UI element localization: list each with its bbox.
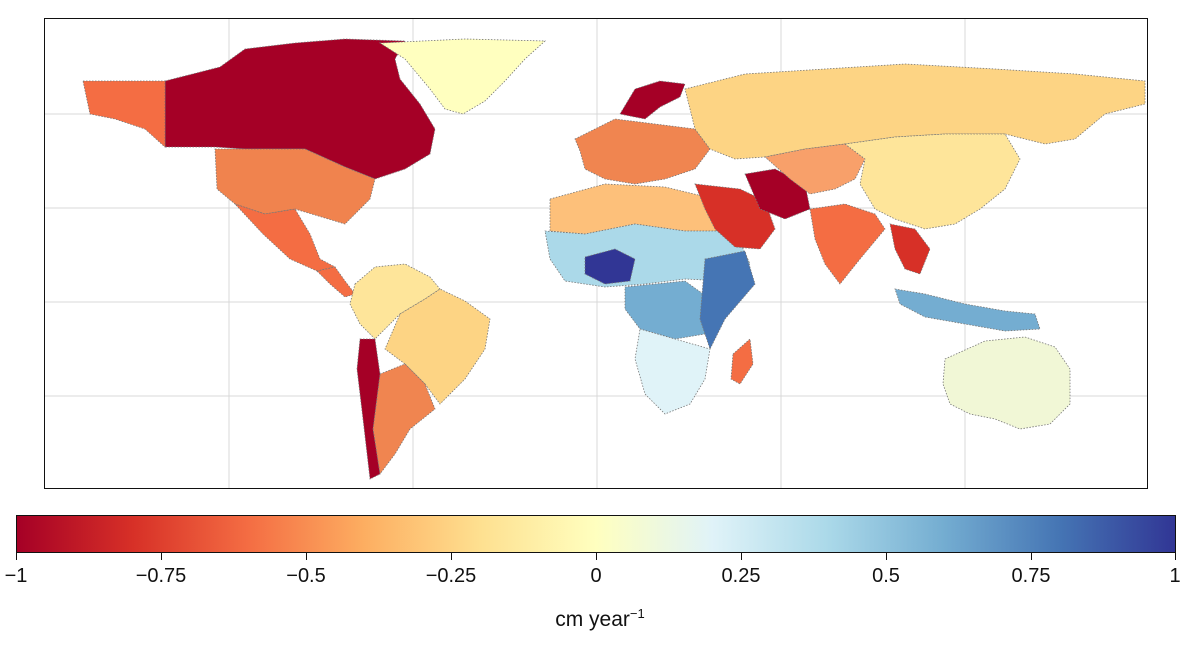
colorbar-tick-label: 0 (590, 565, 602, 587)
countries (82, 38, 1146, 480)
region-east-africa (699, 250, 756, 351)
colorbar-tick (1031, 553, 1032, 560)
region-greenland (378, 38, 547, 115)
colorbar-tick (161, 553, 162, 560)
colorbar-tick-label: 0.25 (721, 565, 761, 587)
colorbar (16, 515, 1176, 553)
region-canada (164, 38, 436, 180)
region-central-asia (764, 143, 866, 195)
colorbar-tick (306, 553, 307, 560)
colorbar-tick (741, 553, 742, 560)
region-scandinavia (619, 80, 686, 120)
region-china (843, 133, 1021, 230)
colorbar-tick (596, 553, 597, 560)
colorbar-label: cm year−1 (0, 606, 1200, 632)
colorbar-tick (1175, 553, 1176, 560)
colorbar-tick (886, 553, 887, 560)
region-southern-africa (634, 328, 711, 415)
region-indonesia (894, 288, 1041, 332)
region-indochina (889, 223, 931, 275)
region-central-africa (624, 280, 711, 340)
region-russia (684, 63, 1146, 160)
region-brazil (384, 288, 491, 405)
region-middle-east (694, 183, 776, 250)
map-svg (45, 19, 1147, 488)
colorbar-tick (451, 553, 452, 560)
colorbar-tick-label: −0.75 (135, 565, 187, 587)
region-central-america (316, 266, 356, 298)
region-west-africa-core (584, 248, 636, 285)
colorbar-tick-label: −0.25 (425, 565, 477, 587)
region-europe (574, 118, 711, 185)
region-usa (214, 148, 376, 225)
world-map (44, 18, 1148, 489)
region-madagascar (730, 338, 754, 385)
colorbar-tick-label: 0.75 (1011, 565, 1051, 587)
colorbar-label-text: cm year (555, 608, 630, 631)
region-india (809, 203, 886, 285)
colorbar-label-exponent: −1 (629, 606, 645, 621)
colorbar-tick-label: 1 (1169, 565, 1181, 587)
region-chile (356, 338, 381, 480)
colorbar-tick-label: −1 (4, 565, 28, 587)
region-australia (942, 336, 1071, 430)
colorbar-tick-label: 0.5 (872, 565, 900, 587)
colorbar-tick-label: −0.5 (286, 565, 326, 587)
region-mexico (234, 203, 337, 272)
colorbar-tick (16, 553, 17, 560)
region-alaska (82, 80, 166, 148)
